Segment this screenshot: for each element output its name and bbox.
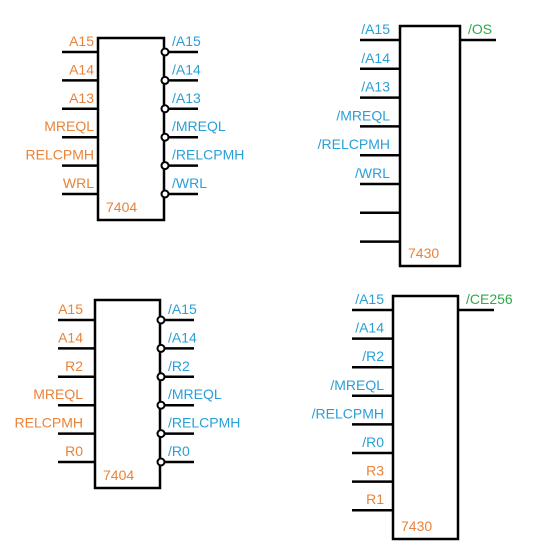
input-label: /RELCPMH xyxy=(312,405,384,421)
inverter-bubble xyxy=(160,47,170,57)
chip-body xyxy=(93,298,162,490)
inverter-bubble xyxy=(156,457,166,467)
output-label: /MREQL xyxy=(172,118,226,134)
input-label: A15 xyxy=(58,301,83,317)
inverter-bubble xyxy=(156,343,166,353)
input-label: RELCPMH xyxy=(15,415,83,431)
input-label: /WRL xyxy=(355,165,390,181)
output-label: /CE256 xyxy=(466,291,513,307)
inverter-bubble xyxy=(160,132,170,142)
input-label: R2 xyxy=(65,358,83,374)
output-label: /R0 xyxy=(168,443,190,459)
input-label: RELCPMH xyxy=(26,147,94,163)
input-label: /A14 xyxy=(361,50,390,66)
input-label: A14 xyxy=(58,329,83,345)
output-label: /WRL xyxy=(172,175,207,191)
input-label: MREQL xyxy=(33,386,83,402)
output-label: /A15 xyxy=(172,33,201,49)
inverter-bubble xyxy=(160,189,170,199)
input-label: /A15 xyxy=(361,21,390,37)
input-label: /A13 xyxy=(361,79,390,95)
chip-label: 7404 xyxy=(106,199,137,215)
input-label: MREQL xyxy=(44,118,94,134)
chip-body xyxy=(96,36,166,222)
inverter-bubble xyxy=(160,161,170,171)
output-label: /A13 xyxy=(172,90,201,106)
inverter-bubble xyxy=(156,429,166,439)
output-label: /A14 xyxy=(172,61,201,77)
output-label: /A14 xyxy=(168,329,197,345)
input-label: A14 xyxy=(69,61,94,77)
chip-label: 7430 xyxy=(401,518,432,534)
input-label: A13 xyxy=(69,90,94,106)
input-label: /MREQL xyxy=(330,377,384,393)
inverter-bubble xyxy=(160,75,170,85)
output-label: /OS xyxy=(468,21,492,37)
input-label: A15 xyxy=(69,33,94,49)
inverter-bubble xyxy=(156,372,166,382)
input-label: R0 xyxy=(65,443,83,459)
input-label: WRL xyxy=(63,175,94,191)
inverter-bubble xyxy=(156,400,166,410)
chip-label: 7430 xyxy=(408,245,439,261)
inverter-bubble xyxy=(160,104,170,114)
input-label: /RELCPMH xyxy=(318,136,390,152)
chip-body xyxy=(398,24,462,268)
input-label: /MREQL xyxy=(336,107,390,123)
input-label: R1 xyxy=(366,491,384,507)
input-label: /R2 xyxy=(362,348,384,364)
input-label: /A14 xyxy=(355,320,384,336)
output-label: /A15 xyxy=(168,301,197,317)
output-label: /RELCPMH xyxy=(172,147,244,163)
chip-body xyxy=(391,294,460,541)
output-label: /MREQL xyxy=(168,386,222,402)
input-label: /R0 xyxy=(362,434,384,450)
output-label: /R2 xyxy=(168,358,190,374)
input-label: R3 xyxy=(366,463,384,479)
output-label: /RELCPMH xyxy=(168,415,240,431)
inverter-bubble xyxy=(156,315,166,325)
chip-label: 7404 xyxy=(103,467,134,483)
input-label: /A15 xyxy=(355,291,384,307)
